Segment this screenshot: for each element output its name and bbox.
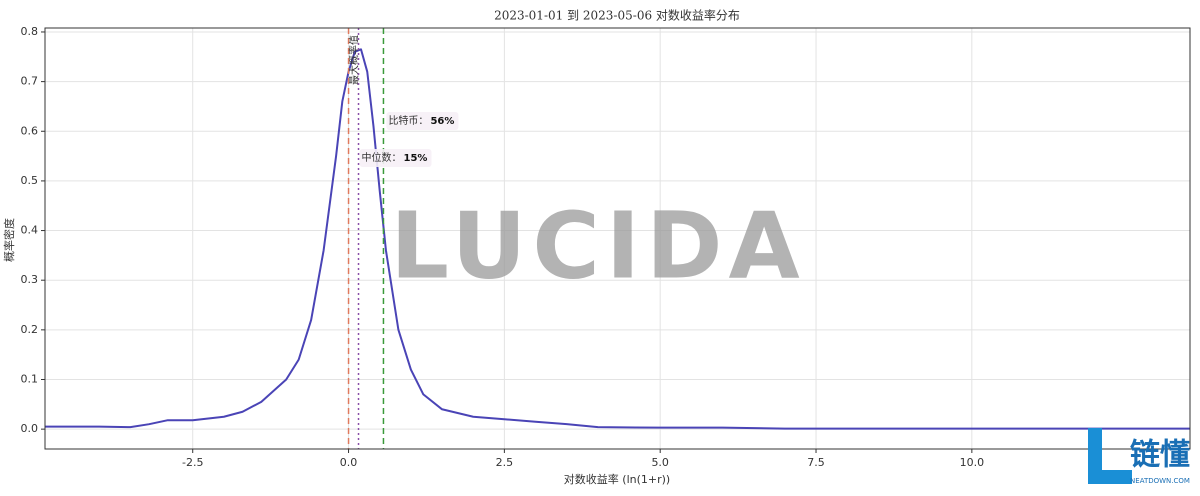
x-tick-label: 0.0 xyxy=(340,456,358,469)
annotation-bg xyxy=(386,112,459,130)
watermark: LUCIDA xyxy=(390,192,805,299)
y-tick-label: 0.8 xyxy=(21,25,39,38)
x-tick-label: 5.0 xyxy=(651,456,669,469)
plot-frame xyxy=(44,27,1191,450)
annotation-value: 56% xyxy=(430,116,454,127)
logo-icon xyxy=(1088,428,1132,484)
logo: 链懂 NEATDOWN.COM xyxy=(1088,428,1190,485)
y-tick-label: 0.0 xyxy=(21,422,39,435)
chart-title: 2023-01-01 到 2023-05-06 对数收益率分布 xyxy=(494,8,740,23)
y-tick-label: 0.5 xyxy=(21,174,39,187)
y-axis-label: 概率密度 xyxy=(2,218,16,262)
y-tick-label: 0.1 xyxy=(21,372,39,385)
x-tick-label: 7.5 xyxy=(807,456,825,469)
logo-name: 链懂 xyxy=(1130,438,1190,473)
y-tick-label: 0.3 xyxy=(21,273,39,286)
x-tick-label: -2.5 xyxy=(182,456,203,469)
y-tick-label: 0.4 xyxy=(21,224,39,237)
annotation-label: 比特币： xyxy=(388,115,428,127)
logo-site: NEATDOWN.COM xyxy=(1130,477,1190,485)
annotation-bg xyxy=(359,149,432,167)
y-tick-label: 0.6 xyxy=(21,124,39,137)
reference-label: 最大概率值 xyxy=(348,35,361,85)
x-tick-label: 2.5 xyxy=(496,456,514,469)
x-axis-label: 对数收益率 (ln(1+r)) xyxy=(564,472,670,486)
annotation-value: 15% xyxy=(404,153,428,164)
density-line xyxy=(45,48,1190,430)
annotation-label: 中位数： xyxy=(362,151,402,164)
x-tick-label: 10.0 xyxy=(960,456,985,469)
y-tick-label: 0.2 xyxy=(21,323,39,336)
y-tick-label: 0.7 xyxy=(21,75,39,88)
